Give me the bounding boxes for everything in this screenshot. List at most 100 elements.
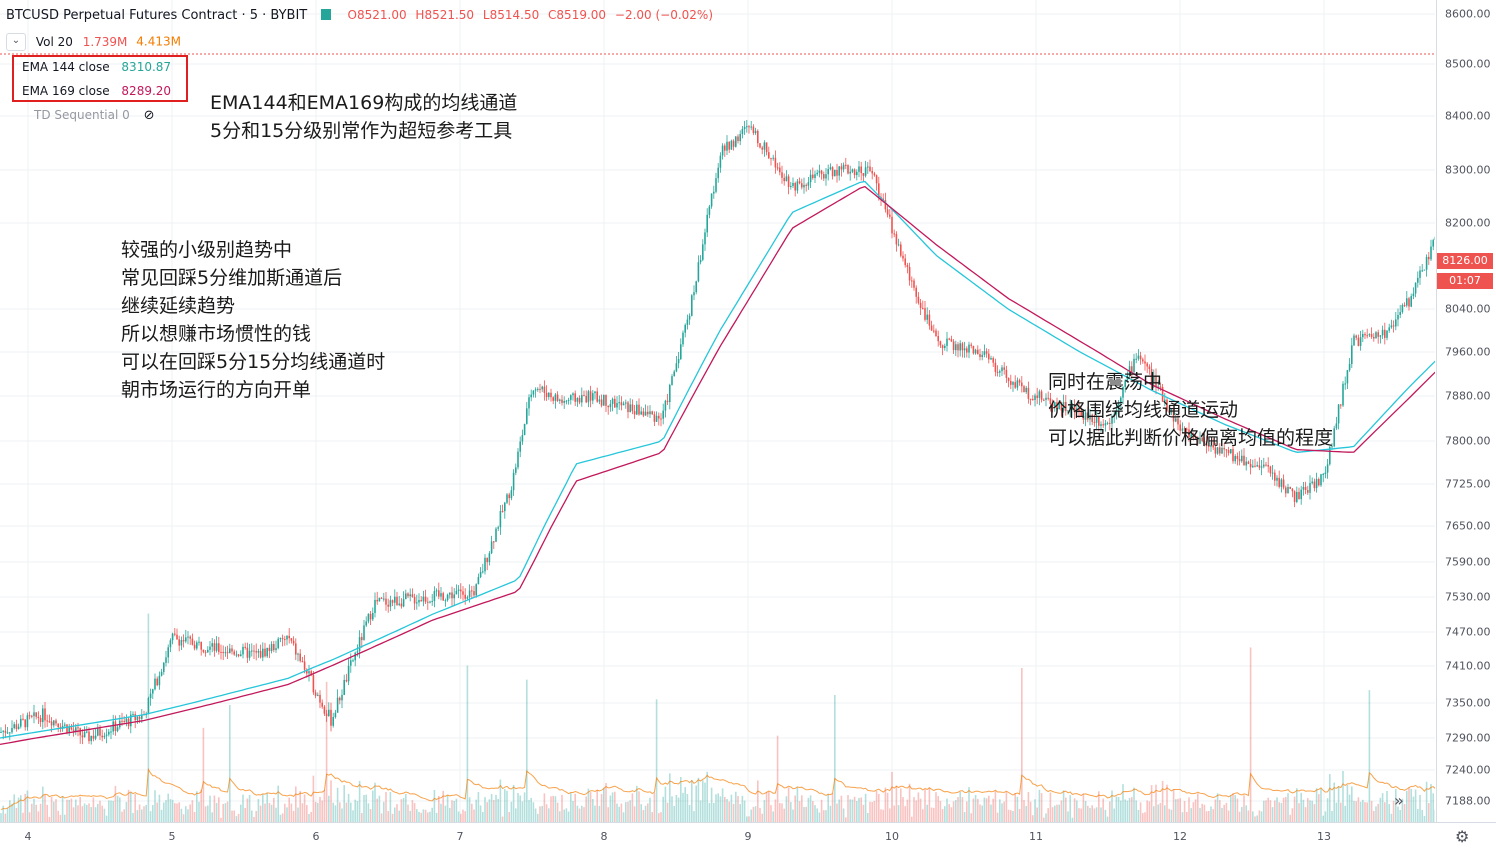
symbol-header: BTCUSD Perpetual Futures Contract · 5 · … <box>6 8 718 23</box>
volume-bar <box>306 805 308 822</box>
volume-bar <box>1054 806 1056 822</box>
candle-body <box>981 355 983 357</box>
volume-bar <box>33 799 35 822</box>
volume-bar <box>1116 796 1118 822</box>
ema169-legend[interactable]: EMA 169 close 8289.20 <box>22 84 171 98</box>
volume-bar <box>440 804 442 822</box>
volume-bar <box>1184 801 1186 822</box>
volume-bar <box>1010 810 1012 822</box>
candle-body <box>379 598 381 602</box>
candle-body <box>929 315 931 326</box>
candle-body <box>451 592 453 598</box>
ema144-value: 8310.87 <box>121 60 171 74</box>
candle-body <box>682 333 684 345</box>
volume-bar <box>291 803 293 822</box>
volume-bar <box>1355 801 1357 822</box>
symbol-title[interactable]: BTCUSD Perpetual Futures Contract · 5 · … <box>6 8 307 23</box>
candle-body <box>302 661 304 662</box>
ema144-legend[interactable]: EMA 144 close 8310.87 <box>22 60 171 74</box>
volume-bar <box>1241 807 1243 822</box>
candle-body <box>280 638 282 639</box>
volume-bar <box>284 804 286 822</box>
volume-bar <box>695 786 697 822</box>
gear-icon[interactable]: ⚙ <box>1455 828 1473 846</box>
volume-label[interactable]: Vol 20 <box>36 35 73 49</box>
volume-bar <box>108 800 110 822</box>
volume-bar <box>673 806 675 822</box>
volume-bar <box>1362 800 1364 822</box>
volume-bar <box>1325 811 1327 822</box>
volume-bar <box>225 803 227 822</box>
candle-body <box>156 679 158 686</box>
candle-body <box>528 397 530 408</box>
candle-body <box>513 473 515 490</box>
candle-body <box>1281 479 1283 486</box>
volume-bar <box>878 794 880 822</box>
candle-body <box>13 724 15 728</box>
td-sequential-label: TD Sequential 0 <box>34 108 130 122</box>
candle-body <box>585 396 587 402</box>
volume-bar <box>1039 790 1041 822</box>
volume-bar <box>20 795 22 822</box>
volume-bar <box>1021 668 1023 822</box>
volume-bar <box>750 810 752 822</box>
candle-body <box>988 354 990 360</box>
candle-body <box>984 351 986 355</box>
candle-body <box>115 721 117 731</box>
candle-body <box>788 176 790 187</box>
candle-body <box>273 644 275 650</box>
candle-body <box>82 735 84 737</box>
candle-body <box>1408 298 1410 306</box>
volume-bar <box>189 804 191 822</box>
price-tick-label: 7240.00 <box>1445 764 1491 777</box>
volume-bar <box>530 798 532 822</box>
fast-forward-icon[interactable]: » <box>1394 791 1404 810</box>
candle-body <box>893 233 895 234</box>
candle-body <box>1021 383 1023 387</box>
volume-bar <box>854 797 856 822</box>
volume-bar <box>1171 810 1173 822</box>
volume-bar <box>1259 810 1261 822</box>
volume-bar <box>229 705 231 822</box>
volume-bar <box>13 794 15 822</box>
volume-bar <box>350 803 352 822</box>
volume-bar <box>86 805 88 822</box>
td-sequential-legend[interactable]: TD Sequential 0 ⊘ <box>34 108 155 123</box>
volume-bar <box>152 805 154 822</box>
eye-hidden-icon[interactable]: ⊘ <box>144 108 155 123</box>
volume-bar <box>1069 795 1071 822</box>
volume-bar <box>434 790 436 822</box>
chevron-down-icon[interactable]: ⌄ <box>6 33 26 51</box>
volume-bar <box>227 802 229 822</box>
candle-body <box>348 666 350 682</box>
candle-body <box>502 511 504 512</box>
candle-body <box>491 541 493 553</box>
volume-bar <box>55 799 57 822</box>
candle-body <box>755 131 757 133</box>
candle-body <box>1327 464 1329 472</box>
volume-bar <box>117 796 119 822</box>
volume-bar <box>447 795 449 822</box>
candle-body <box>209 647 211 650</box>
candle-body <box>396 597 398 605</box>
volume-bar <box>1358 797 1360 822</box>
volume-bar <box>788 787 790 822</box>
volume-bar <box>31 804 33 822</box>
candle-body <box>255 651 257 652</box>
candle-body <box>489 553 491 562</box>
candle-body <box>1421 270 1423 271</box>
volume-bar <box>1287 793 1289 822</box>
volume-bar <box>1083 794 1085 822</box>
candle-body <box>702 244 704 259</box>
volume-bar <box>460 814 462 822</box>
price-tick-label: 7800.00 <box>1445 435 1491 448</box>
candle-body <box>500 511 502 527</box>
volume-bar <box>181 809 183 822</box>
volume-bar <box>346 803 348 822</box>
candle-body <box>684 325 686 333</box>
candle-body <box>185 637 187 641</box>
candle-body <box>871 171 873 173</box>
candle-body <box>1314 482 1316 489</box>
